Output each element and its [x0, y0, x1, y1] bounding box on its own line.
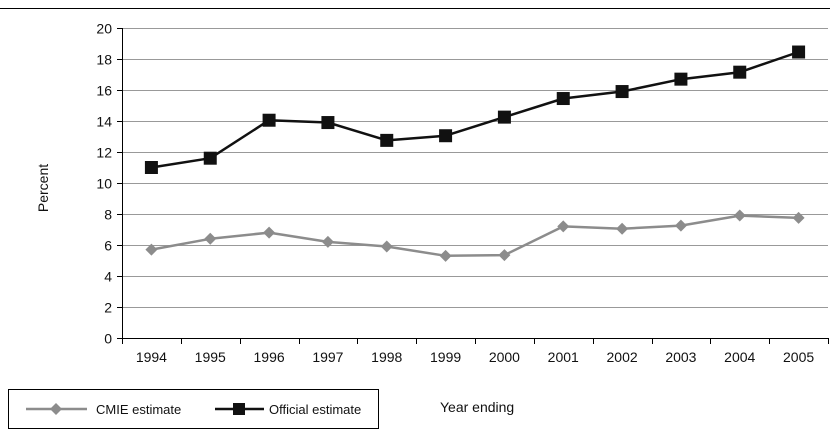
- x-tick-label: 1996: [254, 349, 285, 365]
- legend-label-cmie: CMIE estimate: [96, 402, 181, 417]
- x-tick-label: 2000: [489, 349, 520, 365]
- x-tick-label: 1997: [312, 349, 343, 365]
- data-point-square: [556, 92, 570, 106]
- series-official: [144, 45, 806, 174]
- data-point-diamond: [557, 220, 570, 233]
- series-line: [151, 214, 799, 258]
- data-point-diamond: [204, 232, 217, 245]
- data-point-square: [321, 116, 335, 130]
- data-point-square: [615, 85, 629, 99]
- data-point-square: [262, 113, 276, 127]
- x-tick-label: 1995: [195, 349, 226, 365]
- x-tick-label: 1994: [136, 349, 167, 365]
- x-tick-label: 1998: [371, 349, 402, 365]
- x-tick-labels: 1994 1995 1996 1997 1998 1999 2000 2001 2002 2003…: [136, 349, 815, 365]
- data-point-diamond: [321, 235, 334, 248]
- y-tick-label: 2: [104, 300, 112, 316]
- y-tick-label: 18: [96, 52, 112, 68]
- y-tick-label: 6: [104, 238, 112, 254]
- data-point-square: [497, 110, 511, 124]
- data-point-diamond: [616, 222, 629, 235]
- legend-label-official: Official estimate: [269, 402, 361, 417]
- y-tick-label: 0: [104, 331, 112, 347]
- series-layer: [144, 45, 806, 262]
- data-point-diamond: [792, 211, 805, 224]
- data-point-diamond: [145, 243, 158, 256]
- data-point-square: [733, 65, 747, 79]
- y-axis-title: Percent: [35, 164, 51, 212]
- grid-lines: [117, 28, 828, 339]
- data-point-diamond: [498, 249, 511, 262]
- x-axis-title: Year ending: [440, 399, 514, 415]
- x-tick-label: 2004: [724, 349, 755, 365]
- legend: CMIE estimate Official estimate: [8, 389, 379, 429]
- y-tick-label: 16: [96, 83, 112, 99]
- legend-marker-official: [233, 403, 245, 415]
- x-tick-label: 2005: [783, 349, 814, 365]
- x-tick-label: 1999: [430, 349, 461, 365]
- x-tick-label: 2002: [607, 349, 638, 365]
- series-line: [151, 50, 800, 169]
- data-point-diamond: [263, 226, 276, 239]
- y-tick-label: 8: [104, 207, 112, 223]
- legend-marker-cmie: [50, 403, 62, 415]
- data-point-diamond: [380, 240, 393, 253]
- data-point-square: [439, 129, 453, 143]
- series-cmie: [145, 209, 805, 262]
- data-point-square: [203, 151, 217, 165]
- data-point-square: [144, 161, 158, 174]
- y-tick-label: 4: [104, 269, 112, 285]
- data-point-square: [674, 72, 688, 86]
- y-tick-label: 12: [96, 145, 112, 161]
- data-point-square: [792, 45, 806, 59]
- data-point-diamond: [439, 249, 452, 262]
- y-tick-label: 14: [96, 114, 112, 130]
- axes: [122, 28, 829, 344]
- data-point-diamond: [733, 209, 746, 222]
- y-tick-label: 20: [96, 21, 112, 37]
- x-tick-label: 2001: [548, 349, 579, 365]
- data-point-diamond: [674, 219, 687, 232]
- y-tick-label: 10: [96, 176, 112, 192]
- data-point-square: [380, 133, 394, 147]
- x-tick-label: 2003: [665, 349, 696, 365]
- y-tick-labels: 0 2 4 6 8 10 12 14 16 18 20: [96, 21, 112, 347]
